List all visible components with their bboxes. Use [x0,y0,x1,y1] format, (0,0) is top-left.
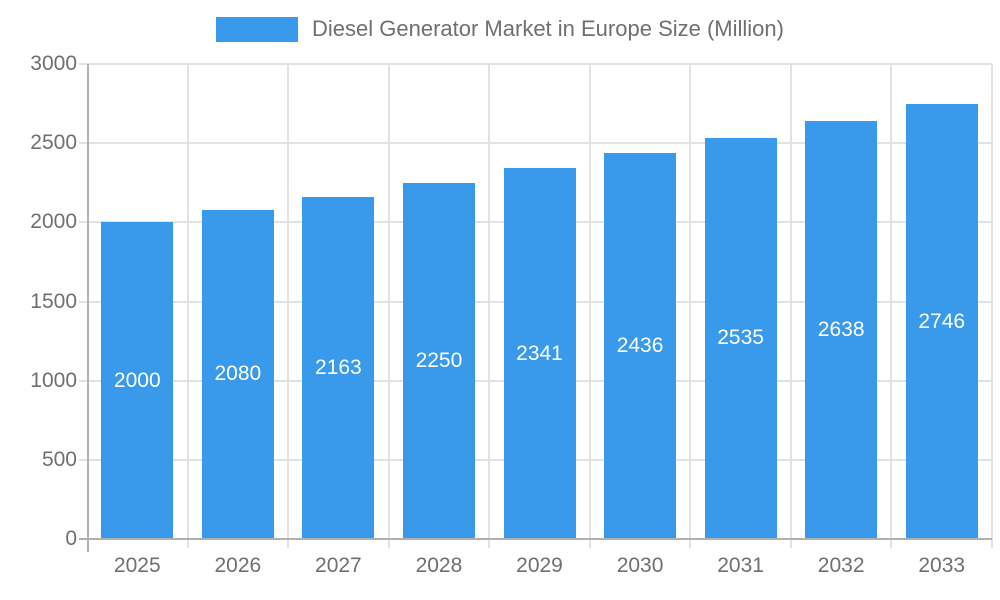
bar-2032[interactable]: 2638 [805,121,878,539]
bar-2028[interactable]: 2250 [402,182,475,539]
bar-value-label: 2163 [315,355,362,379]
bar-value-label: 2250 [415,348,463,372]
x-axis-tick-label: 2028 [415,554,463,577]
y-axis-tick-label: 3000 [30,52,77,75]
bar-value-label: 2535 [717,326,764,350]
y-axis-tick-label: 2500 [30,131,77,155]
y-axis-tick-label: 2000 [30,210,77,234]
y-axis-tick-label: 0 [65,527,77,550]
x-gridline [991,64,993,548]
bar-2033[interactable]: 2746 [905,104,978,539]
y-axis-line [87,64,89,552]
legend: Diesel Generator Market in Europe Size (… [0,16,1000,42]
x-axis-tick-label: 2030 [616,554,664,577]
bar-2025[interactable]: 2000 [101,222,174,539]
x-axis-tick-label: 2029 [516,554,563,577]
x-gridline [689,64,692,548]
x-gridline [387,64,390,548]
bar-value-label: 2638 [817,318,865,342]
x-axis-tick-label: 2027 [315,554,362,577]
x-axis-tick-label: 2033 [918,554,966,577]
bar-2029[interactable]: 2341 [503,168,576,539]
bar-2030[interactable]: 2436 [604,153,677,539]
bar-2031[interactable]: 2535 [704,137,777,539]
bar-2026[interactable]: 2080 [201,209,274,539]
x-gridline [890,64,893,548]
x-gridline [588,64,591,548]
y-axis-tick-label: 1000 [30,368,77,392]
x-axis-tick-label: 2032 [817,554,865,577]
bar-2027[interactable]: 2163 [302,196,375,539]
plot-area: 0 500 1000 1500 2000 2500 3000 2000 2025 2080 2026… [30,53,993,577]
bar-value-label: 2080 [214,362,262,386]
x-axis-tick-label: 2026 [214,554,262,577]
bar-value-label: 2436 [616,334,664,358]
bar-value-label: 2000 [113,368,161,392]
x-axis-line [79,538,992,540]
chart-title: Diesel Generator Market in Europe Size (… [312,16,784,41]
y-gridline [79,63,992,65]
y-gridline [79,142,992,145]
x-axis-tick-label: 2031 [717,554,764,577]
x-axis-tick-label: 2025 [113,554,161,577]
legend-swatch-icon [216,16,299,42]
x-gridline [488,64,491,548]
x-gridline [789,64,792,548]
x-gridline [186,64,189,548]
legend-item[interactable]: Diesel Generator Market in Europe Size (… [216,16,784,42]
bar-value-label: 2341 [516,341,563,365]
x-gridline [287,64,290,548]
bar-value-label: 2746 [918,309,966,333]
y-axis-tick-label: 500 [41,447,77,471]
y-axis-tick-label: 1500 [30,289,77,313]
